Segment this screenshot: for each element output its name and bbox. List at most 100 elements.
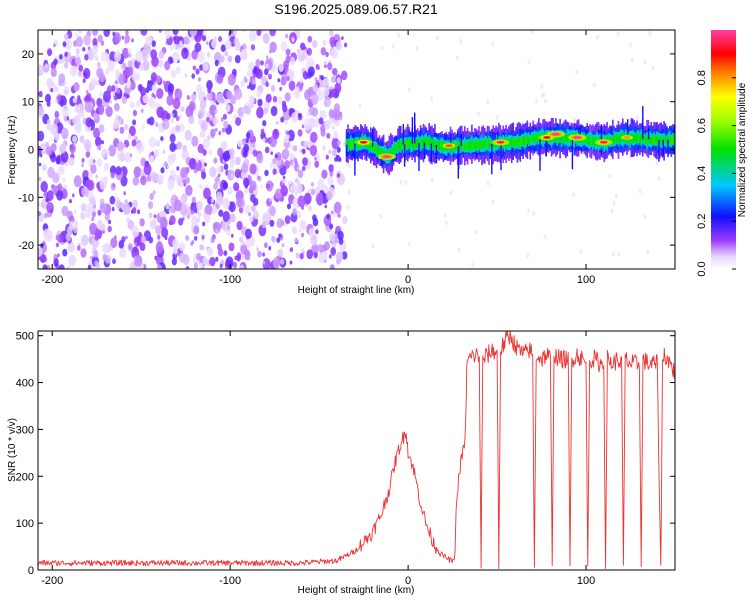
heatmap-noise-cell: [118, 73, 126, 85]
heatmap-noise-cell: [85, 89, 89, 94]
heatmap-noise-cell: [265, 81, 269, 87]
heatmap-band-cell: [370, 141, 372, 151]
heatmap-noise-cell: [75, 32, 78, 38]
snr-frame: [37, 330, 676, 571]
heatmap-noise-cell: [156, 88, 164, 99]
heatmap-noise-cell: [101, 51, 109, 63]
heatmap-noise-cell: [292, 145, 298, 152]
heatmap-noise-cell: [112, 31, 116, 36]
heatmap-band-cell: [436, 141, 439, 151]
heatmap-peak: [623, 136, 631, 139]
heatmap-noise-cell: [54, 98, 58, 103]
heatmap-band-cell: [485, 138, 487, 147]
heatmap-band-cell: [532, 133, 534, 142]
heatmap-noise-cell: [167, 179, 175, 191]
heatmap-noise-cell: [240, 252, 246, 260]
heatmap-noise-cell: [308, 188, 312, 193]
heatmap-band-cell: [354, 143, 356, 176]
heatmap-band-cell: [617, 136, 620, 143]
heatmap-noise-cell: [300, 42, 306, 51]
heatmap-noise-cell: [194, 42, 202, 53]
heatmap-noise-cell: [540, 156, 544, 162]
heatmap-noise-cell: [380, 45, 384, 51]
heatmap-band-cell: [653, 136, 655, 146]
heatmap-band-cell: [536, 135, 539, 144]
heatmap-noise-cell: [330, 88, 336, 98]
heatmap-noise-cell: [45, 93, 51, 103]
heatmap-noise-cell: [109, 99, 112, 104]
heatmap-band-cell: [492, 131, 494, 144]
heatmap-noise-cell: [85, 117, 93, 128]
heatmap-noise-cell: [317, 243, 323, 252]
heatmap-noise-cell: [201, 34, 207, 42]
heatmap-noise-cell: [64, 62, 69, 69]
heatmap-peak: [573, 136, 582, 139]
heatmap-noise-cell: [572, 116, 576, 122]
heatmap-noise-cell: [331, 48, 339, 59]
heatmap-noise-cell: [543, 234, 547, 240]
heatmap-band-cell: [482, 140, 485, 149]
heatmap-noise-cell: [430, 177, 434, 183]
heatmap-noise-cell: [61, 205, 69, 217]
heatmap-noise-cell: [315, 229, 319, 235]
heatmap-noise-cell: [297, 166, 300, 171]
heatmap-noise-cell: [611, 251, 615, 257]
heatmap-noise-cell: [217, 147, 224, 157]
heatmap-noise-cell: [215, 229, 219, 234]
heatmap-noise-cell: [158, 59, 164, 68]
heatmap-noise-cell: [124, 123, 129, 131]
heatmap-noise-cell: [49, 78, 53, 83]
heatmap-noise-cell: [285, 55, 291, 63]
heatmap-noise-cell: [252, 149, 258, 157]
heatmap-noise-cell: [206, 52, 211, 58]
heatmap-noise-cell: [136, 99, 141, 108]
heatmap-noise-cell: [234, 255, 238, 261]
heatmap-noise-cell: [150, 171, 158, 183]
heatmap-noise-cell: [237, 43, 241, 50]
heatmap-noise-cell: [301, 248, 305, 253]
heatmap-noise-cell: [78, 64, 84, 72]
heatmap-noise-cell: [612, 200, 616, 206]
heatmap-noise-cell: [320, 47, 327, 56]
heatmap-band-cell: [513, 139, 516, 146]
heatmap-noise-cell: [651, 65, 655, 71]
heatmap-noise-cell: [288, 80, 296, 91]
heatmap-noise-cell: [327, 176, 334, 186]
heatmap-noise-cell: [87, 206, 93, 215]
heatmap-noise-cell: [166, 94, 174, 106]
heatmap-noise-cell: [117, 150, 125, 162]
heatmap-noise-cell: [278, 233, 282, 239]
heatmap-noise-cell: [251, 204, 256, 212]
heatmap-noise-cell: [332, 149, 337, 157]
heatmap-band-cell: [478, 140, 480, 150]
heatmap-noise-cell: [430, 96, 434, 102]
heatmap-noise-cell: [151, 40, 156, 48]
heatmap-noise-cell: [125, 81, 131, 89]
x-tick-label: 0: [405, 274, 411, 286]
heatmap-noise-cell: [190, 201, 198, 213]
heatmap-noise-cell: [404, 180, 408, 186]
heatmap-noise-cell: [289, 247, 294, 253]
snr-y-ticks: 0 100 200 300 400 500: [16, 331, 675, 577]
heatmap-noise-cell: [178, 217, 184, 226]
y-tick-label: 0: [28, 145, 34, 157]
heatmap-band-cell: [512, 138, 514, 148]
y-tick-label: 20: [22, 49, 34, 61]
heatmap-noise-cell: [155, 225, 162, 235]
heatmap-noise-cell: [56, 190, 64, 201]
heatmap-band-cell: [435, 145, 438, 164]
heatmap-noise-cell: [231, 233, 234, 238]
heatmap-noise-cell: [105, 68, 110, 75]
heatmap-noise-cell: [220, 140, 228, 151]
heatmap-band-cell: [510, 136, 513, 147]
heatmap-band-cell: [488, 138, 490, 148]
heatmap-noise-cell: [179, 114, 182, 119]
heatmap-noise-cell: [201, 123, 205, 128]
heatmap-noise-cell: [97, 144, 102, 151]
heatmap-band-cell: [483, 141, 486, 148]
heatmap-noise-cell: [329, 170, 334, 177]
heatmap-noise-cell: [134, 72, 141, 81]
heatmap-noise-cell: [299, 253, 304, 260]
heatmap-band-cell: [520, 135, 523, 146]
